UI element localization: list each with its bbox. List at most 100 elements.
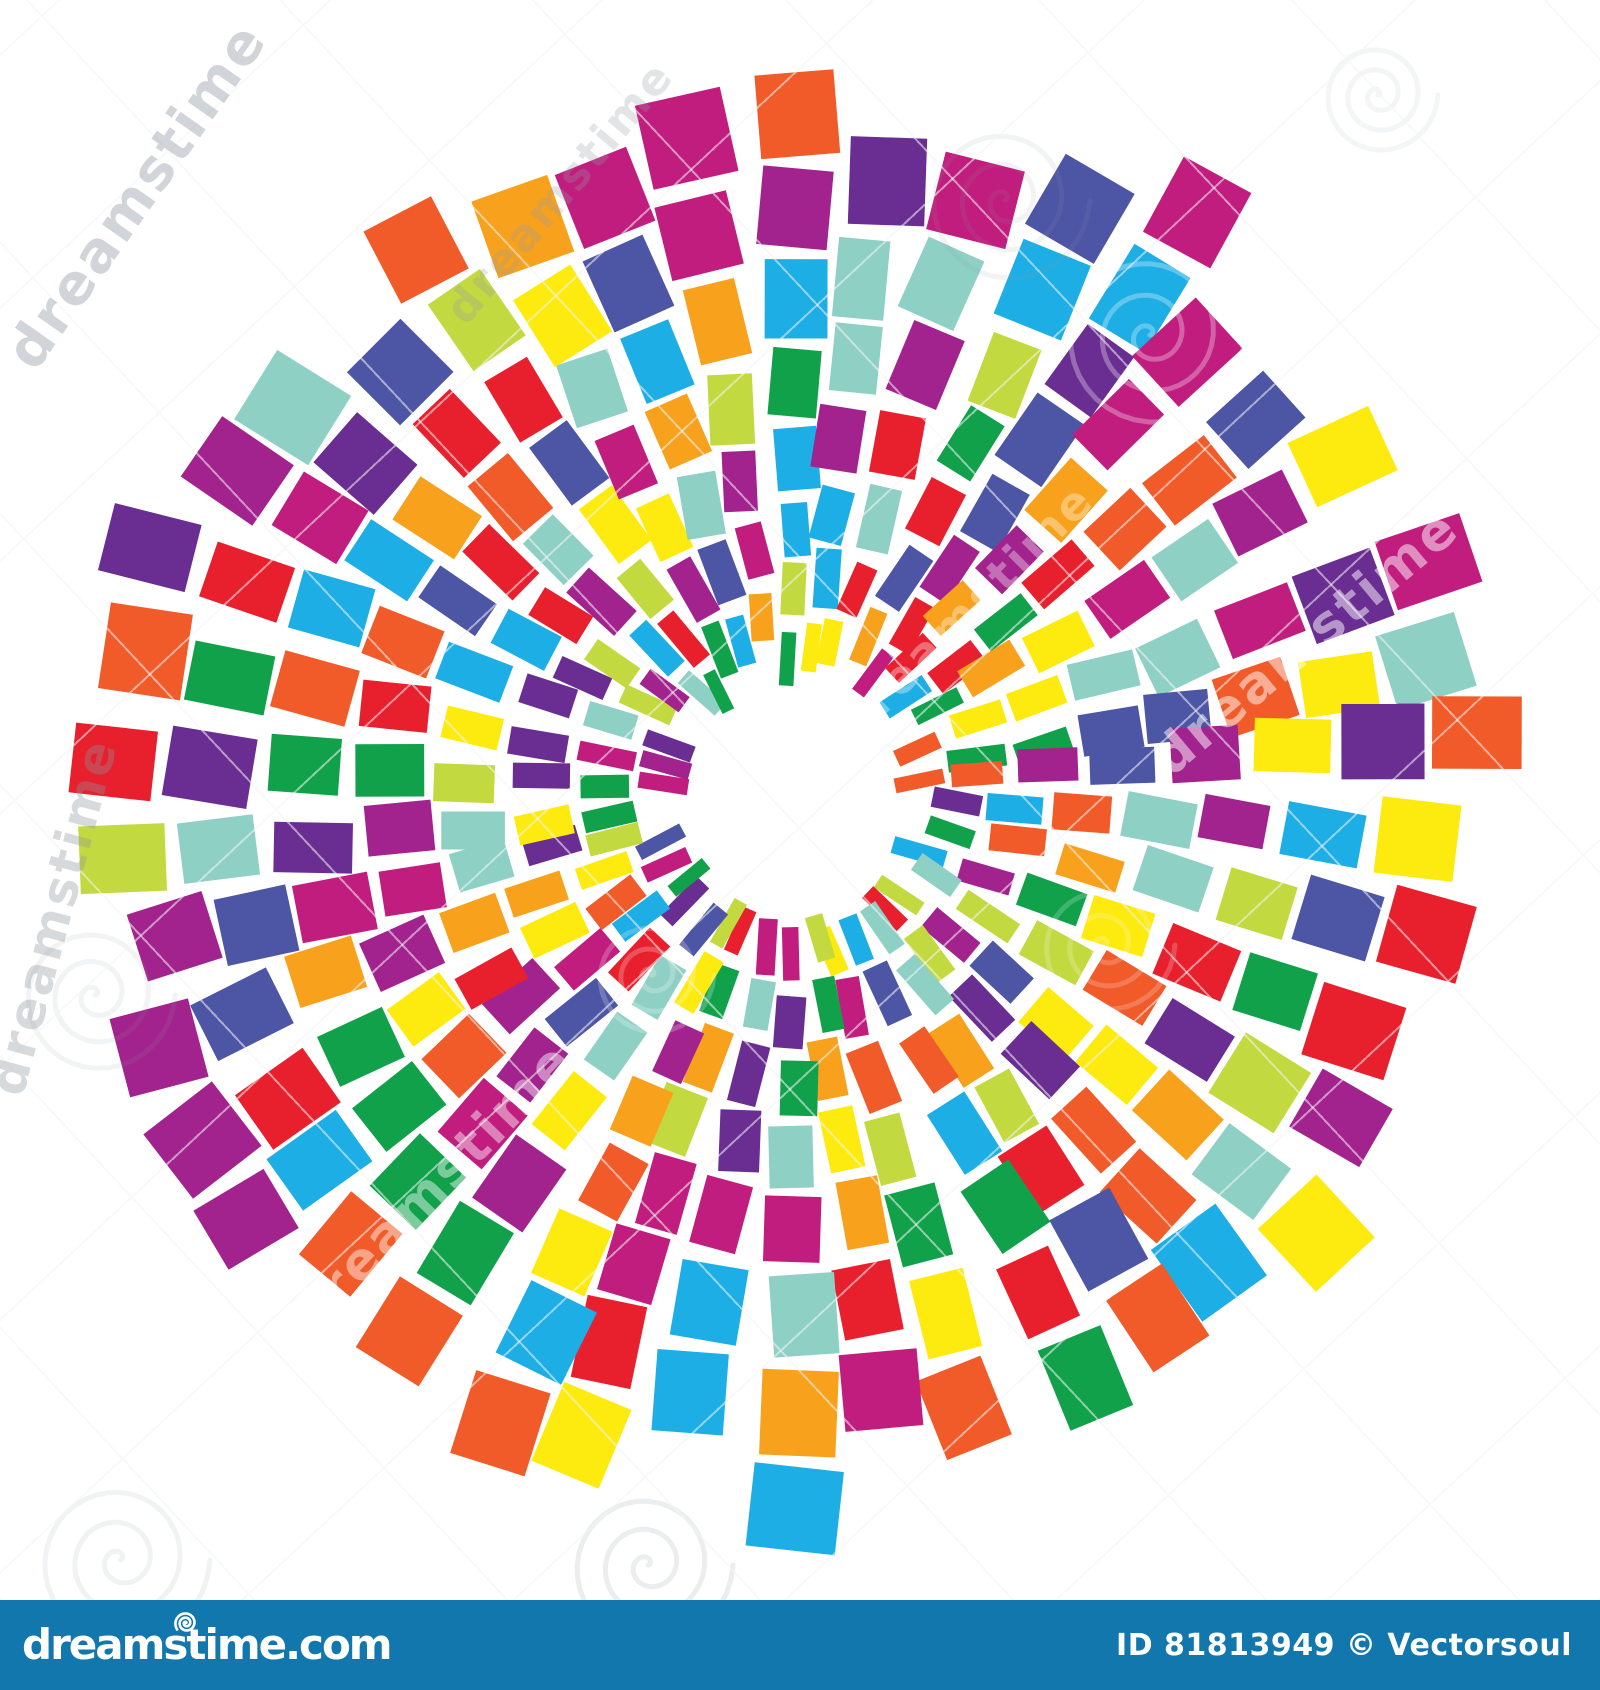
color-square: [868, 410, 926, 480]
color-square: [1341, 703, 1425, 780]
color-square: [471, 174, 575, 279]
color-square: [930, 786, 984, 817]
color-square: [768, 1271, 840, 1358]
color-square: [273, 821, 353, 874]
color-square: [754, 69, 841, 160]
color-square: [1120, 791, 1198, 849]
color-square: [316, 1006, 405, 1087]
color-square: [183, 640, 276, 716]
color-square: [507, 726, 570, 764]
color-square: [355, 1276, 463, 1387]
color-square: [269, 650, 360, 727]
color-square: [556, 348, 629, 429]
color-square: [838, 1348, 924, 1432]
color-square: [988, 823, 1047, 857]
color-square: [756, 165, 834, 251]
color-square: [1144, 998, 1235, 1082]
color-square: [904, 477, 967, 547]
color-square: [1215, 867, 1298, 940]
color-square: [779, 1060, 819, 1117]
color-square: [767, 346, 822, 419]
color-square: [126, 890, 223, 982]
color-square: [864, 1112, 917, 1186]
color-square: [580, 774, 630, 799]
color-square: [812, 547, 842, 610]
color-square: [781, 927, 800, 981]
color-square: [764, 259, 828, 339]
color-square: [762, 1195, 822, 1263]
color-square: [748, 593, 775, 642]
color-square: [355, 743, 425, 797]
color-square: [1142, 156, 1252, 269]
color-square: [1374, 513, 1483, 611]
color-square: [1287, 405, 1398, 508]
color-square: [726, 1040, 771, 1108]
color-square: [831, 236, 891, 321]
color-square: [1135, 618, 1221, 698]
image-credit: ID 81813949 © Vectorsoul: [1116, 1627, 1572, 1663]
color-square: [669, 1259, 749, 1346]
color-square: [996, 1245, 1081, 1340]
color-square: [1089, 746, 1156, 785]
color-square: [768, 1125, 814, 1189]
color-square: [213, 884, 300, 966]
color-square: [810, 403, 867, 474]
color-square: [1206, 370, 1306, 470]
color-square: [831, 1258, 904, 1341]
color-square: [68, 722, 159, 802]
color-square: [287, 569, 376, 648]
color-square: [576, 740, 637, 772]
color-square: [441, 811, 505, 850]
color-square: [412, 388, 501, 478]
color-square: [109, 998, 209, 1098]
color-square: [1291, 874, 1385, 962]
color-square: [161, 725, 258, 810]
color-square: [780, 501, 812, 558]
color-square: [1082, 949, 1167, 1026]
radial-squares-artwork: dreamstime dreamstime dreamstime dreamstime…: [0, 0, 1600, 1602]
color-square: [721, 450, 758, 513]
color-square: [950, 761, 1004, 788]
color-square: [1279, 801, 1367, 869]
color-square: [835, 1175, 890, 1251]
color-square: [427, 268, 526, 372]
logo-text: dreamstime.com: [22, 1620, 393, 1669]
color-square: [644, 393, 713, 470]
color-square: [1151, 518, 1239, 602]
color-square: [1291, 547, 1395, 645]
color-square: [915, 1355, 1012, 1461]
color-square: [554, 146, 656, 249]
color-square: [772, 995, 807, 1050]
color-square: [199, 541, 296, 623]
color-square: [176, 814, 261, 884]
color-square: [742, 978, 776, 1031]
color-square: [1375, 884, 1477, 984]
color-square: [363, 799, 436, 857]
color-square: [755, 918, 778, 976]
color-square: [956, 858, 1015, 896]
color-square: [440, 705, 505, 751]
color-square: [1289, 1068, 1393, 1168]
color-square: [1197, 793, 1271, 850]
color-square: [993, 238, 1091, 341]
color-square: [267, 733, 342, 796]
color-square: [845, 1040, 903, 1114]
color-square: [578, 1142, 649, 1222]
color-square: [897, 236, 985, 332]
color-square: [909, 1267, 983, 1360]
color-square: [936, 405, 1005, 482]
color-square: [818, 1105, 866, 1174]
color-square: [828, 322, 883, 395]
color-square: [745, 1462, 844, 1556]
color-square: [1373, 796, 1462, 882]
color-square: [1066, 649, 1141, 701]
color-square: [885, 320, 965, 410]
dreamstime-logo: dreamstime.com: [22, 1612, 393, 1666]
color-square: [759, 1368, 839, 1458]
color-square: [594, 424, 659, 500]
color-square: [924, 815, 976, 850]
color-square: [1169, 724, 1241, 784]
color-square: [1037, 1325, 1134, 1431]
color-square: [496, 1027, 569, 1103]
color-square: [484, 356, 563, 443]
